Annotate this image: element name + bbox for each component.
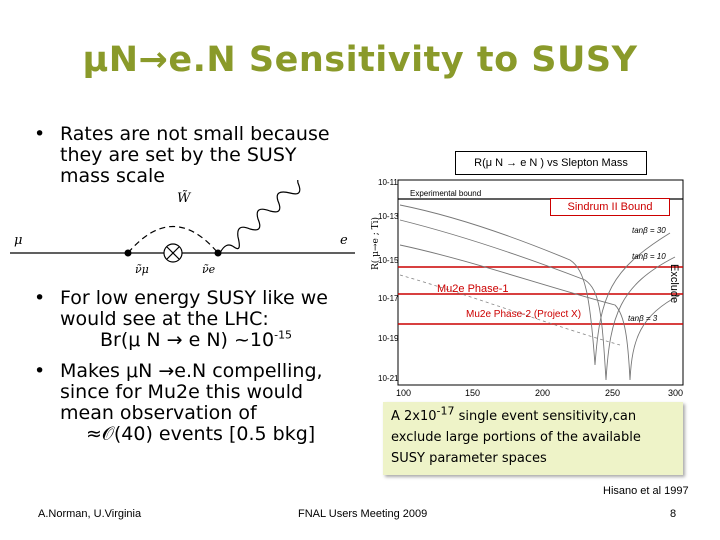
plot-title-box: R(μ N → e N ) vs Slepton Mass (455, 151, 647, 175)
ytick-label: 10-19 (378, 334, 399, 343)
callout-line1: A 2x10-17 single event sensitivity,can (391, 404, 637, 424)
label-nu-mu: ν̃μ (135, 263, 149, 276)
label-mu: μ (14, 233, 22, 248)
sensitivity-callout: A 2x10-17 single event sensitivity,can e… (383, 402, 683, 475)
xtick-label: 200 (535, 388, 550, 398)
bullet-lhc-line1: For low energy SUSY like we (60, 287, 328, 309)
xtick-label: 150 (465, 388, 480, 398)
bullet-marker: • (34, 123, 46, 145)
bullet-lhc-line3: Br(μ N → e N) ~10-15 (100, 328, 293, 351)
footer-page-number: 8 (670, 508, 677, 520)
bullet-lhc-line2: would see at the LHC: (60, 308, 269, 330)
ytick-label: 10-17 (378, 294, 399, 303)
bullet-rates: • Rates are not small because they are s… (34, 123, 330, 187)
bullet-compelling-line3: mean observation of (60, 402, 257, 424)
bullet-marker: • (34, 287, 46, 309)
bullet-compelling: • Makes μN →e.N compelling, since for Mu… (34, 360, 323, 445)
callout-line2: exclude large portions of the available (391, 430, 641, 445)
experimental-bound-label: Experimental bound (410, 189, 481, 198)
ytick-label: 10-15 (378, 256, 399, 265)
bullet-compelling-line2: since for Mu2e this would (60, 381, 304, 403)
sindrum-bound-label: Sindrum II Bound (550, 198, 670, 216)
feynman-diagram: μ e W̃ ν̃μ ν̃e (10, 180, 355, 276)
bullet-rates-line1: Rates are not small because (60, 123, 330, 145)
ytick-label: 10-21 (378, 374, 399, 383)
callout-line3: SUSY parameter spaces (391, 451, 547, 466)
bullet-lhc: • For low energy SUSY like we would see … (34, 287, 328, 351)
exclude-label: Exclude (668, 264, 680, 304)
label-e: e (340, 233, 348, 248)
footer-author: A.Norman, U.Virginia (38, 508, 142, 520)
mu2e-phase1-label: Mu2e Phase-1 (437, 283, 509, 295)
xtick-label: 250 (605, 388, 620, 398)
xtick-label: 100 (396, 388, 411, 398)
tanb10-label: tanβ = 10 (632, 252, 666, 261)
bullet-marker: • (34, 360, 46, 382)
bullet-rates-line3: mass scale (60, 165, 165, 187)
ytick-label: 10-13 (378, 212, 399, 221)
tanb30-label: tanβ = 30 (632, 226, 666, 235)
footer-meeting: FNAL Users Meeting 2009 (298, 508, 428, 520)
plot-ylabel: R( μ→e ; Ti) (370, 217, 381, 270)
bullet-compelling-line1: Makes μN →e.N compelling, (60, 360, 323, 382)
ytick-label: 10-11 (378, 178, 398, 187)
label-nu-e: ν̃e (202, 263, 216, 276)
tanb3-label: tanβ = 3 (628, 314, 658, 323)
xtick-label: 300 (668, 388, 683, 398)
bullet-rates-line2: they are set by the SUSY (60, 144, 297, 166)
mu2e-phase2-label: Mu2e Phase-2 (Project X) (466, 309, 582, 320)
label-w: W̃ (177, 190, 192, 206)
bullet-compelling-line4: ≈𝒪(40) events [0.5 bkg] (86, 423, 316, 445)
slide-title: μN→e.N Sensitivity to SUSY (82, 40, 638, 80)
citation: Hisano et al 1997 (603, 485, 689, 497)
